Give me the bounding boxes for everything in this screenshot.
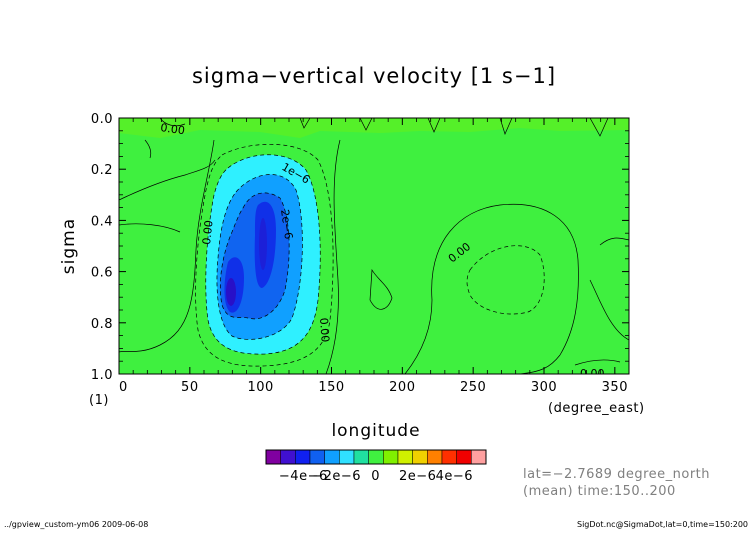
colorbar-label: 4e−6 — [436, 469, 473, 484]
colorbar-swatch — [309, 449, 325, 465]
x-tick-label: 200 — [389, 380, 415, 395]
colorbar-swatch — [368, 449, 384, 465]
contours-solid — [119, 118, 629, 374]
y-tick-label: 0.2 — [91, 163, 113, 178]
colorbar-labels: −4e−6−2e−6 0 2e−6 4e−6 — [279, 469, 473, 484]
colorbar-swatch — [456, 449, 472, 465]
contour-label-1: 0.00 — [160, 121, 186, 137]
colorbar-swatch — [471, 449, 487, 465]
colorbar-swatch — [427, 449, 443, 465]
region-min-2 — [259, 218, 267, 270]
contour-label-7: 0.00 — [580, 367, 605, 380]
x-tick-label: 250 — [460, 380, 486, 395]
footer-right: SigDot.nc@SigmaDot,lat=0,time=150:200 — [577, 520, 748, 529]
contour-label-4: 0.00 — [200, 220, 215, 246]
chart-title: sigma−vertical velocity [1 s−1] — [192, 64, 556, 88]
region-min — [226, 278, 236, 306]
annotation-time: (mean) time:150..200 — [523, 484, 676, 499]
colorbar-swatch — [324, 449, 340, 465]
colorbar-label: 2e−6 — [399, 469, 436, 484]
contour-label-5: 0.00 — [317, 317, 332, 342]
colorbar-label: 0 — [371, 469, 380, 484]
x-tick-label: 350 — [602, 380, 628, 395]
y-tick-label: 0.8 — [91, 317, 113, 332]
colorbar-swatch — [397, 449, 413, 465]
field-background — [119, 118, 629, 374]
annotation-lat: lat=−2.7689 degree_north — [523, 467, 710, 482]
colorbar-swatch — [383, 449, 399, 465]
colorbar-swatch — [339, 449, 355, 465]
x-tick-label: 150 — [318, 380, 344, 395]
y-axis-label: sigma — [59, 218, 79, 274]
colorbar-swatch — [265, 449, 281, 465]
y-tick-label: 0.0 — [91, 112, 113, 127]
x-tick-label: 50 — [181, 380, 199, 395]
x-tick-label: 300 — [531, 380, 557, 395]
colorbar-label: −4e−6 — [279, 469, 328, 484]
colorbar-frame — [265, 449, 487, 465]
footer-left: ../gpview_custom-ym06 2009-06-08 — [4, 520, 148, 529]
x-axis: 0 50 100 150 200 250 300 350 — [118, 118, 628, 395]
x-tick-label: 0 — [119, 380, 128, 395]
colorbar-swatch — [280, 449, 296, 465]
y-tick-label: 1.0 — [91, 368, 113, 383]
x-tick-label: 100 — [248, 380, 274, 395]
y-tick-label: 0.4 — [91, 214, 113, 229]
y-axis-unit: (1) — [89, 393, 109, 408]
colorbar-swatch — [412, 449, 428, 465]
colorbar-swatch — [295, 449, 311, 465]
y-tick-label: 0.6 — [91, 266, 113, 281]
y-axis: 0.0 0.2 0.4 0.6 0.8 1.0 — [91, 112, 629, 383]
colorbar-swatch — [441, 449, 457, 465]
contour-label-3: 2e−6 — [278, 209, 295, 241]
colorbar-swatch — [353, 449, 369, 465]
colorbar-label: −2e−6 — [312, 469, 361, 484]
x-axis-unit: (degree_east) — [548, 401, 645, 416]
colorbar — [265, 449, 487, 465]
contours-dashed — [195, 143, 545, 367]
plot-area: 0.00 1e−6 2e−6 0.00 0.00 0.00 0.00 — [119, 118, 629, 380]
x-axis-label: longitude — [331, 421, 420, 441]
